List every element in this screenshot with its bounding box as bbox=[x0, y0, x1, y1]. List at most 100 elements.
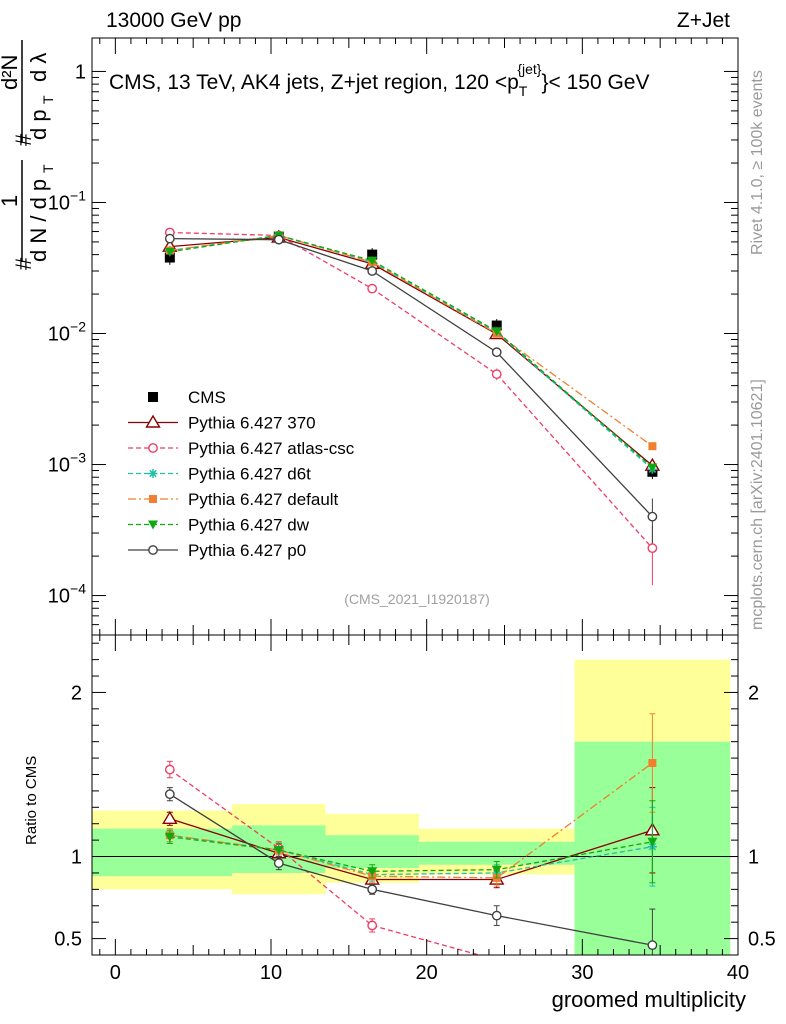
legend-label: CMS bbox=[188, 388, 226, 407]
main-panel: 110−110−210−310−4 CMS, 13 TeV, AK4 jets,… bbox=[0, 37, 739, 636]
header-left-label: 13000 GeV pp bbox=[106, 9, 241, 32]
ratio-panel: 0 10 20 30 40 0.5 0.5 1 1 2 2 Ratio to CMS bbox=[23, 634, 776, 984]
ratio-point bbox=[647, 837, 658, 847]
y-tick-label-base: 10 bbox=[48, 324, 70, 346]
x-tick-label: 40 bbox=[727, 962, 749, 984]
svg-text:T: T bbox=[40, 164, 56, 173]
ratio-line-1 bbox=[169, 769, 482, 955]
main-point bbox=[647, 543, 658, 554]
ratio-point bbox=[493, 956, 501, 964]
ratio-tick-label-right: 1 bbox=[748, 847, 759, 869]
chart-title-main: CMS, 13 TeV, AK4 jets, Z+jet region, 120… bbox=[109, 71, 519, 94]
legend-label: Pythia 6.427 atlas-csc bbox=[188, 439, 355, 458]
main-axes: 110−110−210−310−4 bbox=[48, 38, 739, 636]
ratio-point bbox=[491, 910, 502, 921]
x-tick-label: 10 bbox=[260, 962, 282, 984]
data-point bbox=[367, 249, 378, 260]
legend-marker-1 bbox=[145, 414, 161, 428]
chart-title-tail: }< 150 GeV bbox=[541, 71, 649, 94]
main-point bbox=[367, 283, 378, 294]
ratio-point bbox=[491, 865, 502, 875]
legend-label: Pythia 6.427 d6t bbox=[188, 465, 311, 484]
svg-text:#: # bbox=[11, 133, 36, 146]
main-point bbox=[164, 247, 175, 257]
legend-label: Pythia 6.427 dw bbox=[188, 516, 310, 535]
ratio-marks bbox=[92, 659, 738, 982]
y-tick-label-exp: −2 bbox=[70, 319, 86, 335]
main-point bbox=[647, 511, 658, 522]
y-tick-label-exp: −3 bbox=[70, 450, 86, 466]
legend-marker-5 bbox=[148, 520, 158, 530]
ratio-point bbox=[273, 845, 284, 855]
ratio-band-inner bbox=[92, 828, 233, 877]
y-tick-label-base: 10 bbox=[48, 192, 70, 214]
ratio-point bbox=[164, 764, 175, 775]
ratio-tick-label-right: 0.5 bbox=[748, 929, 776, 951]
ratio-point bbox=[648, 974, 656, 982]
svg-text:d p: d p bbox=[26, 109, 51, 140]
ratio-series-group bbox=[162, 713, 661, 982]
main-marks bbox=[162, 227, 661, 586]
legend-marker-2 bbox=[148, 443, 158, 453]
main-point bbox=[367, 256, 378, 266]
ratio-band-inner bbox=[418, 841, 575, 865]
ratio-point bbox=[648, 759, 657, 767]
main-point bbox=[367, 266, 378, 276]
ratio-axes: 0 10 20 30 40 0.5 0.5 1 1 2 2 bbox=[54, 635, 776, 984]
analysis-watermark: (CMS_2021_I1920187) bbox=[344, 591, 490, 607]
y-tick-label: 10−2 bbox=[48, 319, 86, 346]
legend-marker-4 bbox=[149, 495, 157, 503]
mcplots-label: mcplots.cern.ch [arXiv:2401.10621] bbox=[749, 379, 766, 630]
main-point bbox=[648, 442, 657, 451]
ratio-point bbox=[367, 867, 378, 877]
ratio-tick-label-left: 2 bbox=[71, 682, 82, 704]
svg-text:#: # bbox=[11, 257, 36, 270]
legend-marker-6 bbox=[148, 545, 158, 555]
ratio-point bbox=[164, 832, 175, 842]
svg-text:d λ: d λ bbox=[26, 53, 51, 82]
y-tick-label-base: 10 bbox=[48, 455, 70, 477]
main-line-4 bbox=[169, 234, 653, 468]
ratio-band-inner bbox=[325, 835, 419, 869]
data-point bbox=[164, 252, 175, 263]
ratio-line-4 bbox=[169, 836, 653, 872]
y-axis-label: # 1 d N / d p T # d²N d p T d λ bbox=[0, 40, 56, 270]
ratio-point bbox=[162, 810, 178, 824]
svg-text:T: T bbox=[40, 95, 56, 104]
ratio-tick-label-left: 1 bbox=[71, 847, 82, 869]
data-point bbox=[491, 320, 502, 331]
main-point bbox=[491, 347, 502, 358]
legend-label: Pythia 6.427 370 bbox=[188, 414, 316, 433]
ratio-point bbox=[367, 920, 378, 931]
ratio-y-label: Ratio to CMS bbox=[23, 756, 40, 845]
legend-marker-3 bbox=[148, 469, 158, 478]
y-tick-label: 10−4 bbox=[48, 581, 86, 608]
ratio-point bbox=[647, 940, 658, 951]
main-line-2 bbox=[169, 234, 653, 470]
ratio-frame bbox=[91, 634, 739, 956]
main-point bbox=[164, 233, 175, 244]
legend: CMS Pythia 6.427 370 Pythia 6.427 atlas-cs… bbox=[128, 388, 355, 560]
y-tick-label: 10−3 bbox=[48, 450, 86, 477]
header-right-label: Z+Jet bbox=[677, 9, 730, 32]
chart-title: CMS, 13 TeV, AK4 jets, Z+jet region, 120… bbox=[109, 61, 649, 99]
x-axis-label: groomed multiplicity bbox=[552, 987, 746, 1012]
x-tick-label: 30 bbox=[571, 962, 593, 984]
x-tick-label: 0 bbox=[110, 962, 121, 984]
legend-marker-cms bbox=[148, 392, 158, 402]
svg-text:d²N: d²N bbox=[0, 55, 22, 90]
svg-text:1: 1 bbox=[0, 195, 22, 207]
rivet-version-label: Rivet 4.1.0, ≥ 100k events bbox=[749, 70, 766, 255]
ratio-point bbox=[273, 858, 284, 869]
ratio-tick-label-left: 0.5 bbox=[54, 929, 82, 951]
y-tick-label-base: 10 bbox=[48, 586, 70, 608]
legend-label: Pythia 6.427 p0 bbox=[188, 541, 306, 560]
ratio-point bbox=[367, 884, 378, 895]
y-tick-label-exp: −1 bbox=[70, 187, 86, 203]
y-tick-label: 1 bbox=[75, 61, 86, 83]
main-point bbox=[491, 369, 502, 379]
y-tick-label: 10−1 bbox=[48, 187, 86, 214]
chart-title-sub: T bbox=[519, 83, 528, 99]
legend-label: Pythia 6.427 default bbox=[188, 490, 339, 509]
